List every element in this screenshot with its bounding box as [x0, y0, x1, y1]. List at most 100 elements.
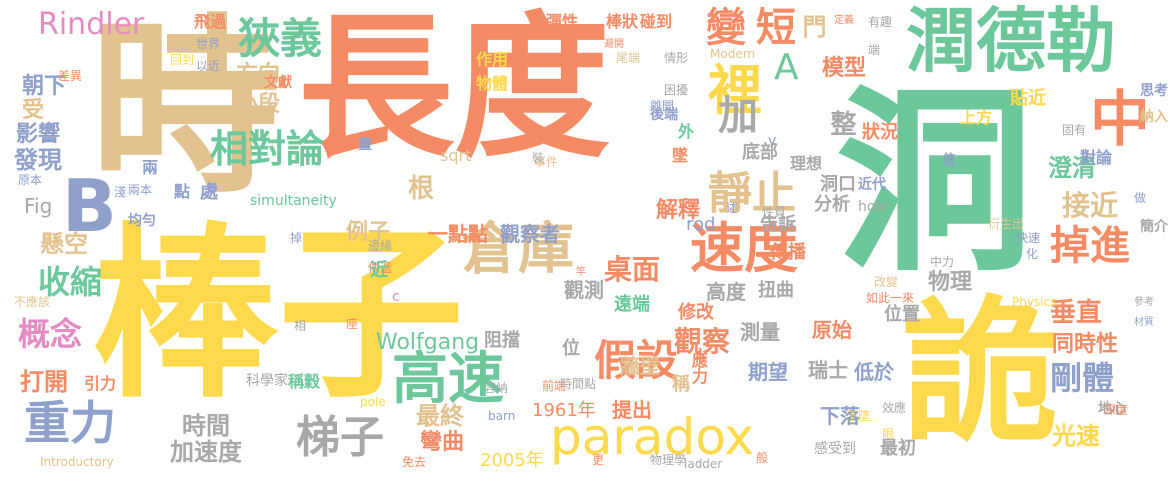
- cloud-word: 一點點: [428, 222, 488, 246]
- cloud-word: 定義: [834, 15, 854, 26]
- cloud-word: 畫: [358, 137, 372, 153]
- cloud-word: 化: [1026, 247, 1039, 261]
- cloud-word: 近代: [858, 177, 886, 193]
- cloud-word: 高速: [392, 347, 504, 412]
- cloud-word: 情形: [664, 51, 689, 65]
- cloud-word: 狹義: [238, 14, 323, 63]
- cloud-word: 倉庫: [462, 217, 574, 282]
- cloud-word: 眼: [882, 427, 895, 441]
- cloud-word: 效應: [882, 401, 907, 415]
- cloud-word: 詭: [902, 281, 1058, 463]
- cloud-word: 倍: [942, 153, 956, 169]
- cloud-word: 掉進: [1050, 223, 1130, 269]
- cloud-word: 例子: [346, 220, 391, 245]
- cloud-word: 傳遞: [368, 261, 393, 275]
- cloud-word: 簡介: [1140, 219, 1168, 235]
- cloud-word: 避開: [604, 39, 624, 50]
- cloud-word: 假設: [594, 336, 679, 385]
- cloud-word: rod: [686, 214, 716, 235]
- cloud-word: 物理學: [650, 453, 687, 467]
- cloud-word: 概念: [18, 315, 83, 353]
- cloud-word: 上方: [960, 108, 993, 127]
- cloud-word: 應力: [689, 352, 708, 384]
- cloud-word: 固有: [1062, 123, 1087, 137]
- cloud-word: 文獻: [264, 75, 292, 91]
- cloud-word: 最初: [880, 438, 916, 459]
- cloud-word: 位置: [884, 304, 920, 325]
- cloud-word: 兩本: [128, 183, 153, 197]
- cloud-word: 同時性: [1052, 332, 1119, 357]
- cloud-word: 飛過: [194, 12, 227, 31]
- cloud-word: 分析: [814, 194, 850, 215]
- cloud-word: 棒子: [92, 206, 465, 423]
- cloud-word: 物體: [476, 74, 509, 93]
- cloud-word: 對論: [1080, 148, 1113, 167]
- cloud-word: 回到: [170, 53, 195, 67]
- cloud-word: 物理: [928, 270, 973, 295]
- cloud-word: 洞: [836, 67, 1034, 298]
- cloud-word: 光速: [1052, 422, 1100, 450]
- cloud-word: 受: [22, 98, 45, 123]
- cloud-word: B: [62, 164, 117, 248]
- cloud-word: 均勻: [128, 213, 156, 229]
- cloud-word: 門: [798, 14, 826, 38]
- cloud-word: 整: [826, 110, 856, 136]
- cloud-word: 高度: [706, 280, 746, 304]
- cloud-word: 免去: [402, 455, 427, 469]
- cloud-word: 解釋: [656, 198, 701, 223]
- cloud-word: 1961年: [532, 400, 596, 421]
- cloud-word: 淺: [114, 185, 127, 199]
- cloud-word: Modern: [710, 47, 756, 61]
- cloud-word: 處: [200, 182, 218, 203]
- cloud-word: 潤德勒: [906, 0, 1116, 82]
- cloud-word: 掉: [290, 231, 303, 245]
- cloud-word: 述: [726, 201, 739, 215]
- cloud-word: 做: [1134, 191, 1147, 205]
- cloud-word: 澄清: [1048, 154, 1096, 182]
- cloud-word: 前端: [542, 379, 567, 393]
- cloud-word: 短: [756, 5, 796, 51]
- cloud-word: 觀察者: [500, 222, 560, 246]
- cloud-word: 阻擋: [484, 330, 520, 351]
- cloud-word: 參考: [1134, 297, 1154, 308]
- cloud-word: 傳播: [770, 242, 806, 263]
- cloud-word: 性質: [762, 205, 787, 219]
- cloud-word: 外: [678, 122, 695, 141]
- cloud-word: 快速: [1016, 231, 1041, 245]
- cloud-word: 如此一來: [866, 291, 915, 305]
- cloud-word: 加: [718, 93, 758, 139]
- cloud-word: simultaneity: [250, 193, 337, 209]
- cloud-word: Fig: [24, 194, 53, 218]
- cloud-word: 洞口: [820, 174, 856, 195]
- cloud-word: v: [768, 133, 777, 149]
- cloud-word: Rindler: [38, 7, 145, 42]
- cloud-word: 發現: [14, 146, 62, 174]
- cloud-word: 最終: [416, 402, 464, 430]
- cloud-word: barn: [488, 409, 516, 423]
- cloud-word: 作用: [476, 50, 509, 69]
- cloud-word: 模型: [822, 56, 867, 81]
- cloud-word: 下落: [820, 404, 860, 428]
- cloud-word: Introductory: [40, 455, 114, 469]
- cloud-word: 離開: [650, 99, 675, 113]
- cloud-word: 貼近: [1010, 88, 1046, 109]
- cloud-word: 容納: [484, 381, 509, 395]
- cloud-word: 稱: [672, 374, 690, 395]
- cloud-word: 近: [370, 260, 388, 281]
- cloud-word: 以近: [196, 59, 221, 73]
- cloud-word: 更: [592, 453, 605, 467]
- cloud-word: 觀察: [674, 325, 731, 358]
- cloud-word: 裡: [708, 59, 762, 122]
- cloud-word: 理想: [790, 154, 823, 173]
- cloud-word: 不應該: [14, 295, 51, 309]
- cloud-word: 低於: [854, 360, 894, 384]
- cloud-word: 碰到: [640, 12, 673, 31]
- cloud-word: 小段: [236, 92, 281, 117]
- cloud-word: 修改: [678, 302, 714, 323]
- cloud-word: 時: [90, 0, 281, 219]
- cloud-word: 速度: [690, 217, 798, 280]
- cloud-word: 彈性: [546, 12, 579, 31]
- cloud-word: 中力: [930, 255, 955, 269]
- cloud-word: 接近: [1062, 189, 1119, 222]
- cloud-word: 彎曲: [420, 430, 465, 455]
